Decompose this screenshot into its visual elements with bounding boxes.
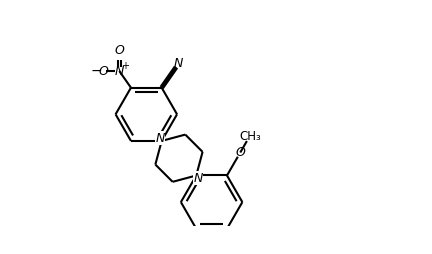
Text: N: N (155, 132, 165, 145)
Text: O: O (235, 146, 245, 159)
Text: −: − (90, 64, 102, 78)
Text: +: + (121, 60, 129, 71)
Text: CH₃: CH₃ (240, 130, 262, 143)
Text: N: N (193, 172, 203, 185)
Text: O: O (98, 65, 108, 77)
Text: N: N (174, 57, 184, 70)
Text: O: O (114, 44, 124, 57)
Text: N: N (114, 65, 124, 77)
